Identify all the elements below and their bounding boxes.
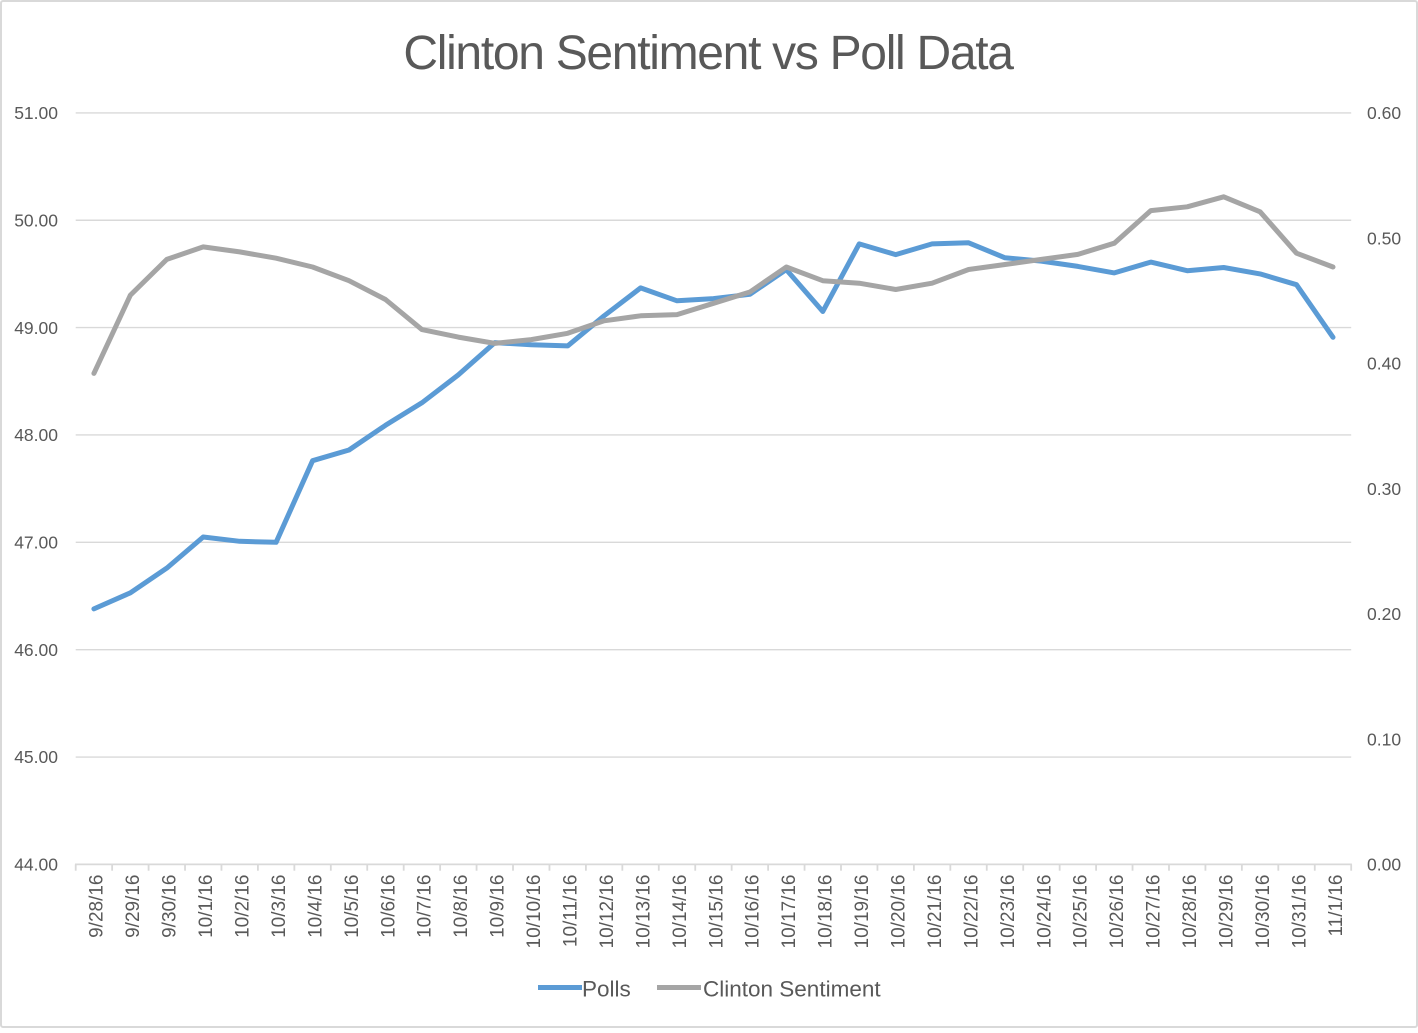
svg-text:10/26/16: 10/26/16 [1107,875,1128,949]
svg-text:10/23/16: 10/23/16 [998,875,1019,949]
svg-text:0.40: 0.40 [1367,354,1401,374]
svg-text:10/7/16: 10/7/16 [415,875,436,938]
svg-text:0.00: 0.00 [1367,855,1401,875]
svg-text:9/29/16: 9/29/16 [123,875,144,938]
svg-text:45.00: 45.00 [14,747,58,767]
svg-text:10/19/16: 10/19/16 [852,875,873,949]
svg-text:Clinton Sentiment vs Poll Data: Clinton Sentiment vs Poll Data [403,27,1014,80]
svg-text:0.50: 0.50 [1367,228,1401,248]
svg-text:0.10: 0.10 [1367,729,1401,749]
svg-text:10/27/16: 10/27/16 [1144,875,1165,949]
svg-text:10/5/16: 10/5/16 [342,875,363,938]
svg-text:10/18/16: 10/18/16 [816,875,837,949]
svg-text:10/2/16: 10/2/16 [232,875,253,938]
svg-text:10/3/16: 10/3/16 [269,875,290,938]
svg-text:10/20/16: 10/20/16 [888,875,909,949]
svg-text:Clinton Sentiment: Clinton Sentiment [703,977,881,1002]
svg-text:0.20: 0.20 [1367,604,1401,624]
svg-text:10/15/16: 10/15/16 [706,875,727,949]
svg-text:10/29/16: 10/29/16 [1216,875,1237,949]
svg-text:46.00: 46.00 [14,640,58,660]
svg-text:10/24/16: 10/24/16 [1034,875,1055,949]
svg-text:10/13/16: 10/13/16 [633,875,654,949]
svg-text:10/11/16: 10/11/16 [560,875,581,948]
svg-text:50.00: 50.00 [14,211,58,231]
svg-text:48.00: 48.00 [14,425,58,445]
svg-text:10/30/16: 10/30/16 [1253,875,1274,949]
svg-text:0.60: 0.60 [1367,103,1401,123]
svg-text:44.00: 44.00 [14,855,58,875]
svg-text:9/28/16: 9/28/16 [87,875,108,938]
svg-text:10/4/16: 10/4/16 [305,875,326,938]
svg-text:10/10/16: 10/10/16 [524,875,545,949]
svg-text:10/14/16: 10/14/16 [670,875,691,949]
svg-text:10/21/16: 10/21/16 [925,875,946,949]
svg-text:10/16/16: 10/16/16 [743,875,764,949]
svg-text:10/28/16: 10/28/16 [1180,875,1201,949]
svg-text:9/30/16: 9/30/16 [160,875,181,938]
svg-text:10/1/16: 10/1/16 [196,875,217,938]
svg-text:10/9/16: 10/9/16 [488,875,509,938]
svg-text:10/12/16: 10/12/16 [597,875,618,949]
svg-text:51.00: 51.00 [14,103,58,123]
svg-text:10/6/16: 10/6/16 [378,875,399,938]
svg-text:47.00: 47.00 [14,533,58,553]
svg-text:11/1/16: 11/1/16 [1326,875,1347,937]
svg-text:Polls: Polls [582,977,631,1002]
svg-text:49.00: 49.00 [14,318,58,338]
svg-text:10/31/16: 10/31/16 [1289,875,1310,949]
svg-text:10/25/16: 10/25/16 [1071,875,1092,949]
svg-text:0.30: 0.30 [1367,479,1401,499]
svg-text:10/22/16: 10/22/16 [961,875,982,949]
svg-text:10/17/16: 10/17/16 [779,875,800,949]
svg-text:10/8/16: 10/8/16 [451,875,472,938]
